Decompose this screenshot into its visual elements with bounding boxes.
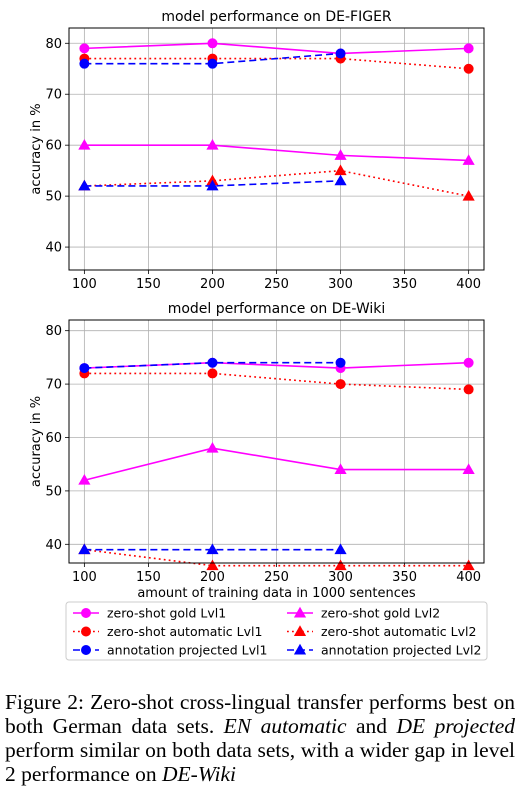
data-point-4-4 bbox=[462, 189, 475, 201]
chart-title: model performance on DE-Wiki bbox=[168, 301, 386, 317]
data-point-2-2 bbox=[206, 138, 219, 150]
caption-label: Figure 2: bbox=[5, 690, 85, 714]
data-point-1-4 bbox=[463, 43, 474, 54]
y-axis-label: accuracy in % bbox=[29, 103, 44, 194]
data-point-6-3 bbox=[334, 174, 347, 186]
x-tick-label: 400 bbox=[456, 570, 481, 585]
legend-label: zero-shot automatic Lvl2 bbox=[321, 624, 476, 639]
x-tick-label: 250 bbox=[264, 277, 289, 292]
x-tick-label: 100 bbox=[72, 570, 97, 585]
series-line-3 bbox=[84, 372, 469, 391]
series-line-4 bbox=[84, 548, 469, 567]
y-tick-label: 80 bbox=[45, 324, 62, 339]
series-line-5 bbox=[84, 52, 341, 65]
data-point-5-2 bbox=[207, 58, 218, 69]
data-point-5-1 bbox=[79, 363, 90, 374]
legend-marker-3 bbox=[81, 626, 92, 637]
y-tick-label: 70 bbox=[45, 88, 62, 103]
series-line-5 bbox=[84, 361, 341, 369]
legend-marker-4 bbox=[293, 625, 307, 636]
data-point-4-4 bbox=[462, 559, 475, 571]
data-point-6-2 bbox=[206, 543, 219, 555]
caption-emphasis-de-wiki: DE-Wiki bbox=[162, 762, 237, 786]
data-point-6-1 bbox=[78, 543, 91, 555]
caption-emphasis-de-projected: DE projected bbox=[396, 714, 516, 738]
x-tick-label: 100 bbox=[72, 277, 97, 292]
series-line-2 bbox=[84, 144, 469, 162]
data-point-2-2 bbox=[206, 441, 219, 453]
series-line-1 bbox=[84, 361, 469, 369]
data-point-2-4 bbox=[462, 154, 475, 165]
legend-marker-2 bbox=[293, 606, 307, 618]
data-point-4-3 bbox=[334, 164, 347, 176]
caption-text-3: perform similar on both data sets, with … bbox=[5, 738, 515, 786]
y-axis-label: accuracy in % bbox=[29, 396, 44, 487]
data-point-5-3 bbox=[335, 357, 346, 368]
chart-title: model performance on DE-FIGER bbox=[161, 9, 392, 25]
y-tick-label: 50 bbox=[45, 484, 62, 499]
data-point-2-4 bbox=[462, 463, 475, 474]
legend-label: annotation projected Lvl1 bbox=[107, 643, 267, 658]
data-point-4-2 bbox=[206, 559, 219, 571]
caption-emphasis-en-automatic: EN automatic bbox=[223, 714, 347, 738]
legend-label: zero-shot gold Lvl2 bbox=[321, 606, 440, 621]
plot-frame bbox=[68, 27, 485, 271]
figure: model performance on DE-FIGER 100 150 200 25… bbox=[29, 9, 488, 661]
x-tick-label: 300 bbox=[328, 570, 353, 585]
series-line-3 bbox=[84, 57, 469, 70]
legend-marker-5 bbox=[81, 645, 92, 656]
data-point-6-2 bbox=[206, 179, 219, 191]
data-point-2-3 bbox=[334, 149, 347, 160]
y-tick-label: 40 bbox=[45, 241, 62, 256]
x-tick-label: 200 bbox=[200, 277, 225, 292]
legend-label: zero-shot automatic Lvl1 bbox=[107, 624, 262, 639]
data-point-6-1 bbox=[78, 179, 91, 191]
x-tick-label: 300 bbox=[328, 277, 353, 292]
data-point-3-2 bbox=[207, 368, 218, 379]
x-tick-label: 350 bbox=[392, 570, 417, 585]
data-point-3-4 bbox=[463, 63, 474, 74]
data-point-2-1 bbox=[78, 474, 91, 485]
x-axis-label: amount of training data in 1000 sentence… bbox=[137, 586, 416, 601]
data-point-5-3 bbox=[335, 48, 346, 59]
x-tick-label: 400 bbox=[456, 277, 481, 292]
data-point-2-1 bbox=[78, 138, 91, 150]
y-tick-label: 70 bbox=[45, 378, 62, 393]
plot-frame bbox=[68, 319, 485, 564]
legend-box bbox=[65, 601, 488, 661]
legend-label: annotation projected Lvl2 bbox=[321, 643, 481, 658]
figure-caption: Figure 2: Zero-shot cross-lingual transf… bbox=[5, 690, 515, 786]
y-tick-label: 60 bbox=[45, 139, 62, 154]
data-point-3-3 bbox=[335, 379, 346, 390]
x-tick-label: 200 bbox=[200, 570, 225, 585]
data-point-1-2 bbox=[207, 38, 218, 49]
y-tick-label: 80 bbox=[45, 37, 62, 52]
y-tick-label: 60 bbox=[45, 431, 62, 446]
series-line-1 bbox=[84, 42, 469, 55]
x-tick-label: 150 bbox=[136, 570, 161, 585]
data-point-5-2 bbox=[207, 357, 218, 368]
legend-marker-1 bbox=[81, 608, 92, 619]
data-point-5-1 bbox=[79, 58, 90, 69]
data-point-3-4 bbox=[463, 384, 474, 395]
x-tick-label: 350 bbox=[392, 277, 417, 292]
legend-label: zero-shot gold Lvl1 bbox=[107, 606, 226, 621]
series-line-2 bbox=[84, 447, 469, 481]
data-point-1-1 bbox=[79, 43, 90, 54]
x-tick-label: 250 bbox=[264, 570, 289, 585]
data-point-1-4 bbox=[463, 357, 474, 368]
series-line-6 bbox=[84, 180, 341, 187]
caption-text-1: Zero-shot cross-lingual transfer perform… bbox=[5, 690, 515, 738]
chart-panel-1: model performance on DE-FIGER 100 150 200 25… bbox=[29, 9, 485, 292]
data-point-4-3 bbox=[334, 559, 347, 571]
data-point-2-3 bbox=[334, 463, 347, 474]
caption-text-2: and bbox=[346, 714, 397, 738]
x-tick-label: 150 bbox=[136, 277, 161, 292]
data-point-6-3 bbox=[334, 543, 347, 555]
y-tick-label: 50 bbox=[45, 190, 62, 205]
legend-marker-6 bbox=[293, 643, 307, 655]
legend: zero-shot gold Lvl1 zero-shot automatic L… bbox=[65, 601, 488, 661]
chart-panel-2: model performance on DE-Wiki 100 150 200 250… bbox=[29, 301, 485, 601]
y-tick-label: 40 bbox=[45, 538, 62, 553]
